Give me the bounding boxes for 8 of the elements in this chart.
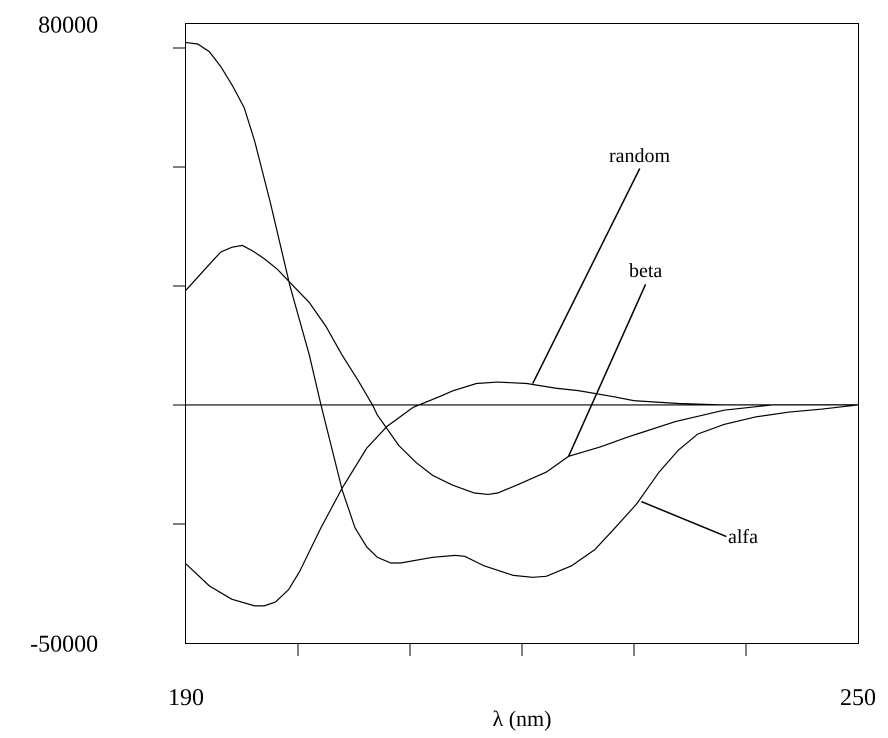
annotation: alfa	[728, 526, 758, 548]
x-tick-label: 250	[840, 684, 876, 711]
annotation: random	[609, 145, 671, 167]
annotation: beta	[629, 260, 662, 282]
x-tick-label: 190	[168, 684, 204, 711]
y-tick-label: 80000	[38, 12, 98, 38]
y-tick-label: -50000	[30, 631, 98, 658]
x-axis-title: λ (nm)	[492, 706, 552, 731]
